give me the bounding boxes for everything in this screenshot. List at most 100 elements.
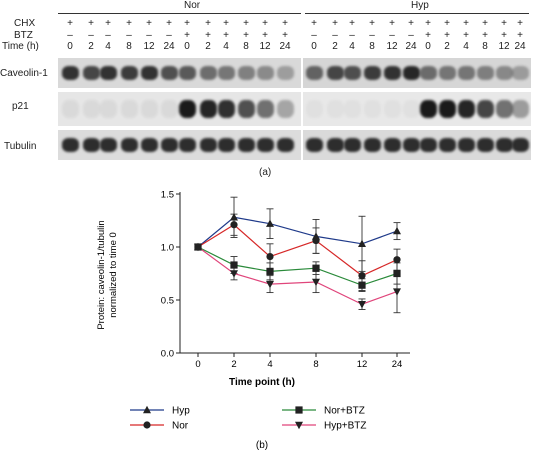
time-point-label: 0 (67, 41, 73, 52)
p21-blot-nor (58, 92, 301, 126)
time-point-label: 12 (143, 41, 155, 52)
protein-band (256, 66, 274, 80)
chx-sign: + (332, 18, 338, 29)
protein-band (343, 66, 361, 80)
series-line (197, 223, 398, 277)
protein-label-tubulin: Tubulin (4, 141, 37, 152)
y-tick-label: 1.5 (161, 190, 174, 201)
data-point (312, 264, 320, 272)
time-point-label: 8 (482, 41, 488, 52)
protein-band (402, 66, 420, 80)
protein-band (511, 100, 529, 118)
protein-band (383, 138, 401, 152)
protein-band (237, 66, 255, 80)
protein-band (99, 100, 117, 118)
protein-band (61, 138, 79, 152)
protein-band (82, 138, 100, 152)
protein-band (495, 100, 513, 118)
chx-sign: + (425, 18, 431, 29)
x-tick-label: 24 (392, 359, 403, 370)
chx-sign: + (166, 18, 172, 29)
p21-blot-hyp (303, 92, 531, 126)
caveolin-blot-nor (58, 58, 301, 88)
chart-legend: Hyp Nor Nor+BTZ Hyp+BTZ (130, 406, 367, 432)
data-point (393, 256, 401, 264)
legend-label: Nor (172, 421, 189, 432)
protein-band (140, 138, 158, 152)
btz-sign: + (517, 30, 523, 41)
protein-band (120, 100, 138, 118)
data-point (393, 226, 401, 235)
btz-sign: + (184, 30, 190, 41)
protein-band (160, 138, 178, 152)
protein-band (199, 100, 217, 118)
protein-band (160, 66, 178, 80)
btz-sign: + (444, 30, 450, 41)
time-point-label: 12 (259, 41, 271, 52)
protein-band (438, 100, 456, 118)
protein-band (199, 66, 217, 80)
row-label-time: Time (h) (2, 41, 39, 52)
btz-sign: – (408, 30, 414, 41)
protein-band (495, 66, 513, 80)
btz-sign: – (311, 30, 317, 41)
legend-marker (295, 406, 303, 414)
protein-band (363, 66, 381, 80)
btz-sign: + (463, 30, 469, 41)
protein-band (326, 138, 344, 152)
panel-label-a: (a) (259, 167, 272, 178)
btz-sign: – (67, 30, 73, 41)
time-point-label: 24 (405, 41, 417, 52)
data-point (230, 213, 238, 221)
chx-sign: + (369, 18, 375, 29)
protein-band (383, 66, 401, 80)
x-tick-label: 4 (267, 359, 272, 370)
btz-sign: + (262, 30, 268, 41)
protein-band (82, 100, 100, 118)
time-point-label: 2 (332, 41, 338, 52)
legend-marker (143, 421, 151, 429)
protein-band (178, 66, 196, 80)
chx-sign: + (408, 18, 414, 29)
protein-band (99, 138, 117, 152)
tubulin-blot-nor (58, 130, 301, 160)
legend-marker (295, 421, 303, 430)
protein-band (305, 138, 323, 152)
protein-band (402, 138, 420, 152)
btz-sign: – (389, 30, 395, 41)
data-point (312, 237, 320, 245)
chx-sign: + (243, 18, 249, 29)
chart-series (194, 196, 401, 314)
chx-sign: + (349, 18, 355, 29)
protein-band (457, 100, 475, 118)
chx-sign: + (223, 18, 229, 29)
time-point-label: 2 (444, 41, 450, 52)
chx-sign: + (88, 18, 94, 29)
legend-label: Hyp+BTZ (324, 421, 367, 432)
panel-label-b: (b) (256, 440, 268, 451)
protein-band (217, 100, 235, 118)
protein-band (326, 66, 344, 80)
time-point-label: 8 (369, 41, 375, 52)
protein-band (237, 100, 255, 118)
btz-sign: – (349, 30, 355, 41)
group-line-nor (58, 13, 301, 14)
data-point (230, 270, 238, 278)
legend-item: Nor+BTZ (282, 406, 365, 417)
series-hyp-btz (197, 246, 401, 314)
legend-item: Nor (130, 421, 189, 432)
y-axis-label-line-1: Protein: caveolin-1/tubulin (96, 220, 107, 329)
protein-band (457, 138, 475, 152)
y-tick-label: 1.0 (161, 243, 174, 254)
time-point-label: 4 (105, 41, 111, 52)
x-axis-label: Time point (h) (229, 377, 295, 388)
btz-sign: – (88, 30, 94, 41)
protein-band (61, 66, 79, 80)
data-point (358, 281, 366, 289)
x-tick-label: 2 (231, 359, 236, 370)
chx-sign: + (126, 18, 132, 29)
time-point-label: 2 (205, 41, 211, 52)
y-tick-label: 0.5 (161, 296, 174, 307)
protein-band (476, 66, 494, 80)
protein-band (457, 66, 475, 80)
